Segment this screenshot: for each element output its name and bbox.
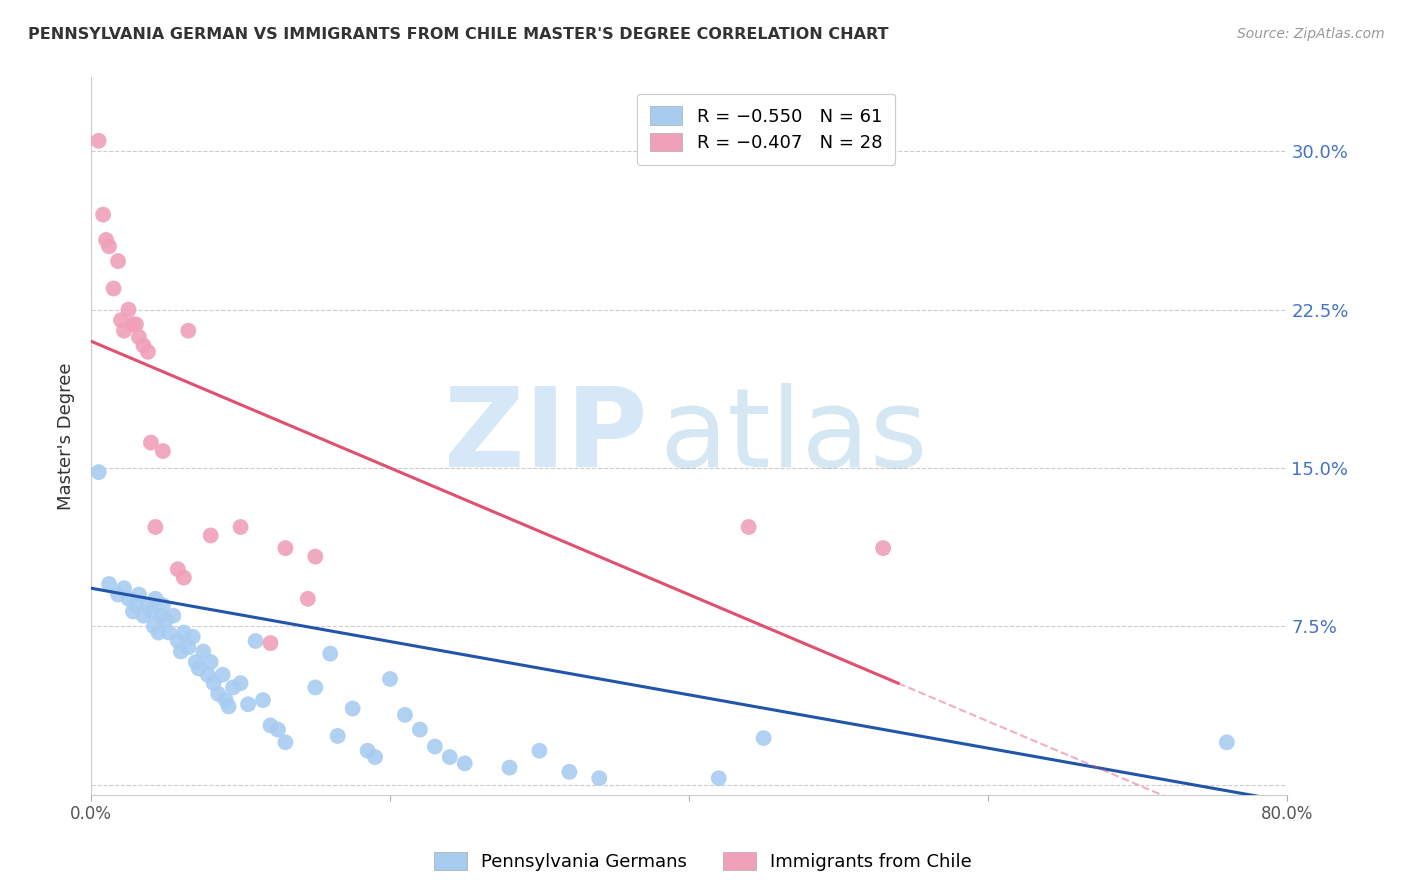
Point: [207, 687, 229, 701]
Point: [132, 608, 155, 623]
Point: [98, 239, 121, 253]
Point: [87, 465, 110, 479]
Point: [155, 613, 177, 627]
Point: [170, 644, 193, 658]
Point: [150, 608, 173, 623]
Text: Source: ZipAtlas.com: Source: ZipAtlas.com: [1237, 27, 1385, 41]
Point: [117, 591, 139, 606]
Point: [214, 693, 236, 707]
Point: [122, 318, 145, 332]
Point: [498, 761, 520, 775]
Point: [529, 744, 551, 758]
Point: [112, 581, 135, 595]
Point: [1216, 735, 1239, 749]
Point: [142, 619, 165, 633]
Point: [872, 541, 894, 555]
Point: [326, 729, 349, 743]
Point: [297, 591, 319, 606]
Point: [588, 771, 610, 785]
Point: [229, 520, 252, 534]
Point: [136, 598, 159, 612]
Point: [177, 324, 200, 338]
Point: [139, 435, 162, 450]
Point: [211, 667, 233, 681]
Point: [128, 330, 150, 344]
Point: [91, 208, 114, 222]
Text: PENNSYLVANIA GERMAN VS IMMIGRANTS FROM CHILE MASTER'S DEGREE CORRELATION CHART: PENNSYLVANIA GERMAN VS IMMIGRANTS FROM C…: [28, 27, 889, 42]
Point: [342, 701, 364, 715]
Point: [252, 693, 274, 707]
Point: [166, 634, 188, 648]
Point: [132, 338, 155, 352]
Point: [423, 739, 446, 754]
Point: [267, 723, 290, 737]
Point: [128, 588, 150, 602]
Y-axis label: Master's Degree: Master's Degree: [58, 362, 75, 510]
Point: [229, 676, 252, 690]
Point: [98, 577, 121, 591]
Point: [177, 640, 200, 655]
Point: [394, 707, 416, 722]
Point: [125, 598, 148, 612]
Point: [274, 735, 297, 749]
Point: [200, 655, 222, 669]
Point: [173, 625, 195, 640]
Legend: R = −0.550   N = 61, R = −0.407   N = 28: R = −0.550 N = 61, R = −0.407 N = 28: [637, 94, 896, 165]
Point: [218, 699, 240, 714]
Point: [148, 625, 170, 640]
Point: [707, 771, 730, 785]
Point: [454, 756, 477, 771]
Point: [737, 520, 759, 534]
Point: [107, 254, 129, 268]
Point: [304, 549, 326, 564]
Point: [187, 661, 209, 675]
Point: [162, 608, 184, 623]
Point: [222, 681, 245, 695]
Point: [94, 233, 117, 247]
Point: [364, 750, 387, 764]
Point: [145, 520, 167, 534]
Point: [181, 630, 204, 644]
Point: [197, 667, 219, 681]
Text: atlas: atlas: [659, 383, 928, 490]
Point: [87, 134, 110, 148]
Point: [202, 676, 225, 690]
Point: [200, 528, 222, 542]
Point: [304, 681, 326, 695]
Point: [166, 562, 188, 576]
Point: [145, 591, 167, 606]
Legend: Pennsylvania Germans, Immigrants from Chile: Pennsylvania Germans, Immigrants from Ch…: [427, 845, 979, 879]
Point: [236, 698, 259, 712]
Point: [110, 313, 132, 327]
Point: [378, 672, 401, 686]
Point: [117, 302, 139, 317]
Point: [319, 647, 342, 661]
Point: [107, 588, 129, 602]
Point: [184, 655, 207, 669]
Point: [152, 444, 174, 458]
Point: [274, 541, 297, 555]
Point: [439, 750, 461, 764]
Point: [558, 764, 581, 779]
Point: [136, 344, 159, 359]
Point: [122, 604, 145, 618]
Point: [193, 644, 215, 658]
Point: [259, 718, 281, 732]
Point: [259, 636, 281, 650]
Point: [125, 318, 148, 332]
Point: [103, 281, 125, 295]
Point: [356, 744, 378, 758]
Point: [245, 634, 267, 648]
Point: [157, 625, 180, 640]
Point: [409, 723, 432, 737]
Point: [173, 571, 195, 585]
Point: [152, 598, 174, 612]
Point: [139, 604, 162, 618]
Text: ZIP: ZIP: [444, 383, 647, 490]
Point: [752, 731, 775, 745]
Point: [112, 324, 135, 338]
